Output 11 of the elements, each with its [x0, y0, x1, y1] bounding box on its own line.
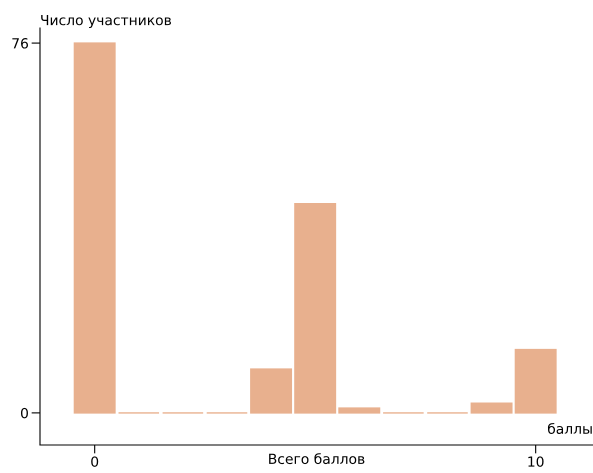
x-tick-label: 10	[528, 456, 544, 467]
y-axis-title: Число участников	[41, 14, 171, 28]
bar	[514, 348, 557, 414]
annotation: баллы	[548, 422, 592, 434]
bar	[74, 42, 116, 414]
x-axis-title: Всего баллов	[269, 453, 364, 464]
bar	[338, 407, 380, 414]
bar	[294, 202, 336, 414]
y-tick-label: 76	[12, 38, 28, 49]
bar	[250, 368, 292, 414]
bar	[470, 402, 513, 414]
